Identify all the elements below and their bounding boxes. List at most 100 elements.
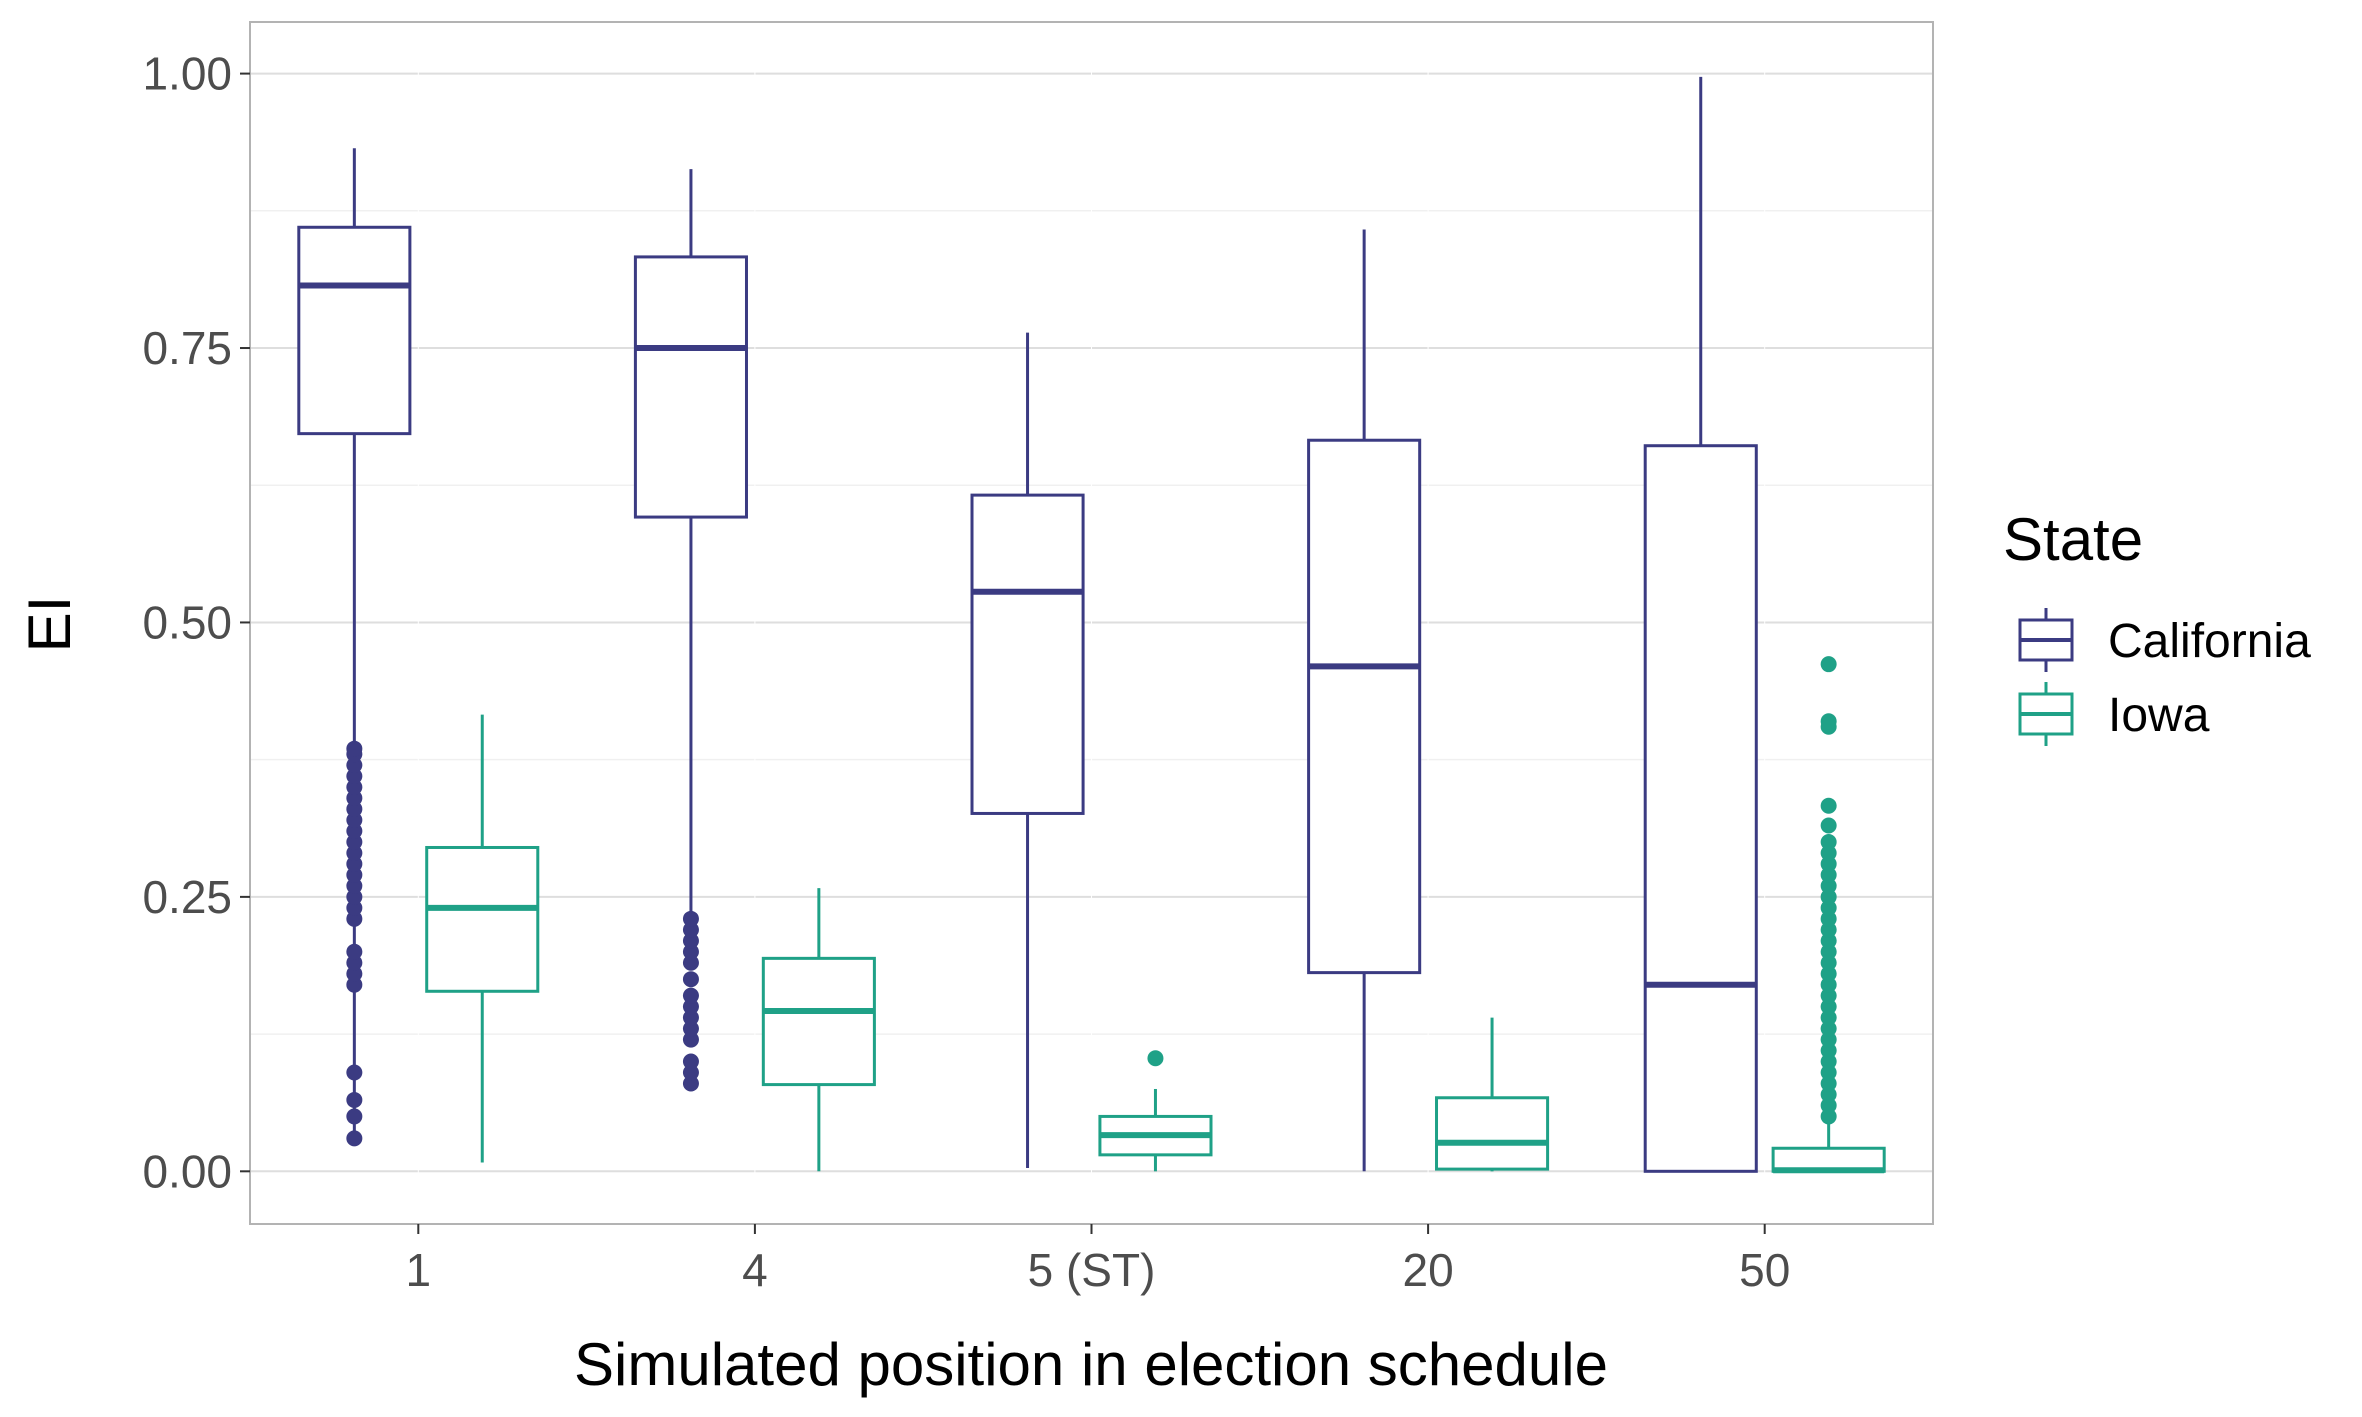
y-tick-label: 0.25 (142, 871, 232, 923)
outlier-point (682, 1053, 699, 1070)
outlier-point (1820, 713, 1837, 730)
axes: 0.00 0.25 0.50 0.75 1.00 1 4 5 (ST) 20 50 (142, 48, 1790, 1296)
outlier-point (682, 971, 699, 988)
legend-key-iowa: Iowa (2018, 682, 2210, 746)
outlier-point (682, 932, 699, 949)
outlier-point (1820, 921, 1837, 938)
x-tick-label: 4 (742, 1244, 768, 1296)
box-california-20 (1307, 229, 1422, 1172)
y-tick-label: 1.00 (142, 48, 232, 100)
outlier-point (682, 987, 699, 1004)
iqr-box (1643, 444, 1758, 1173)
box-california-4 (633, 169, 748, 1092)
x-tick-label: 20 (1403, 1244, 1454, 1296)
outlier-point (1820, 1020, 1837, 1037)
outlier-point (346, 976, 363, 993)
outlier-point (1820, 855, 1837, 872)
box-iowa-50 (1771, 656, 1886, 1174)
box-iowa-5-st- (1098, 1050, 1213, 1172)
y-axis-title: EI (16, 596, 83, 653)
x-tick-label: 1 (406, 1244, 432, 1296)
y-tick-label: 0.50 (142, 596, 232, 648)
outlier-point (682, 943, 699, 960)
iqr-box (633, 255, 748, 519)
outlier-point (346, 866, 363, 883)
outlier-point (1147, 1050, 1164, 1067)
outlier-point (682, 1020, 699, 1037)
y-tick-label: 0.75 (142, 322, 232, 374)
outlier-point (682, 1064, 699, 1081)
box-iowa-1 (425, 714, 540, 1163)
outlier-point (1820, 899, 1837, 916)
outlier-point (1820, 943, 1837, 960)
outlier-point (346, 790, 363, 807)
outlier-point (1820, 987, 1837, 1004)
iqr-box (1435, 1096, 1550, 1171)
iqr-box (425, 845, 540, 993)
outlier-point (1820, 1108, 1837, 1125)
iqr-box (1307, 438, 1422, 975)
iqr-box (761, 956, 876, 1087)
outlier-point (1820, 1009, 1837, 1026)
legend-label-california: California (2108, 615, 2311, 668)
outlier-point (1820, 888, 1837, 905)
y-tick-label: 0.00 (142, 1145, 232, 1197)
x-tick-label: 50 (1739, 1244, 1790, 1296)
outlier-point (346, 812, 363, 829)
outlier-point (1820, 1075, 1837, 1092)
outlier-point (1820, 910, 1837, 927)
outlier-point (1820, 844, 1837, 861)
outlier-point (346, 801, 363, 818)
box-iowa-20 (1435, 1017, 1550, 1172)
outlier-point (682, 910, 699, 927)
outlier-point (346, 844, 363, 861)
outlier-point (1820, 965, 1837, 982)
outlier-point (1820, 1042, 1837, 1059)
box-california-5-st- (970, 332, 1085, 1169)
outlier-point (346, 740, 363, 757)
outlier-point (682, 954, 699, 971)
outlier-point (346, 779, 363, 796)
outlier-point (1820, 797, 1837, 814)
legend-label-iowa: Iowa (2108, 689, 2210, 742)
outlier-point (346, 855, 363, 872)
outlier-point (1820, 656, 1837, 673)
x-tick-label: 5 (ST) (1028, 1244, 1156, 1296)
outlier-point (1820, 1086, 1837, 1103)
boxplot-layer (297, 76, 1886, 1174)
outlier-point (1820, 1031, 1837, 1048)
legend-key-california: California (2018, 608, 2311, 672)
outlier-point (1820, 866, 1837, 883)
x-axis-title: Simulated position in election schedule (574, 1331, 1608, 1398)
outlier-point (1820, 877, 1837, 894)
outlier-point (1820, 1097, 1837, 1114)
outlier-point (1820, 817, 1837, 834)
box-california-50 (1643, 76, 1758, 1173)
outlier-point (682, 921, 699, 938)
box-california-1 (297, 148, 412, 1147)
outlier-point (346, 899, 363, 916)
outlier-point (346, 910, 363, 927)
outlier-point (346, 943, 363, 960)
outlier-point (346, 1064, 363, 1081)
outlier-point (682, 1031, 699, 1048)
outlier-point (682, 1075, 699, 1092)
iqr-box (297, 225, 412, 436)
outlier-point (346, 1091, 363, 1108)
outlier-point (1820, 1053, 1837, 1070)
outlier-point (346, 888, 363, 905)
legend: State California Iowa (2003, 506, 2311, 746)
outlier-point (346, 768, 363, 785)
outlier-point (682, 998, 699, 1015)
outlier-point (346, 1130, 363, 1147)
legend-title: State (2003, 506, 2143, 573)
outlier-point (346, 877, 363, 894)
outlier-point (1820, 833, 1837, 850)
outlier-point (1820, 954, 1837, 971)
outlier-point (346, 954, 363, 971)
outlier-point (346, 757, 363, 774)
outlier-point (1820, 932, 1837, 949)
box-iowa-4 (761, 888, 876, 1172)
iqr-box (970, 493, 1085, 815)
